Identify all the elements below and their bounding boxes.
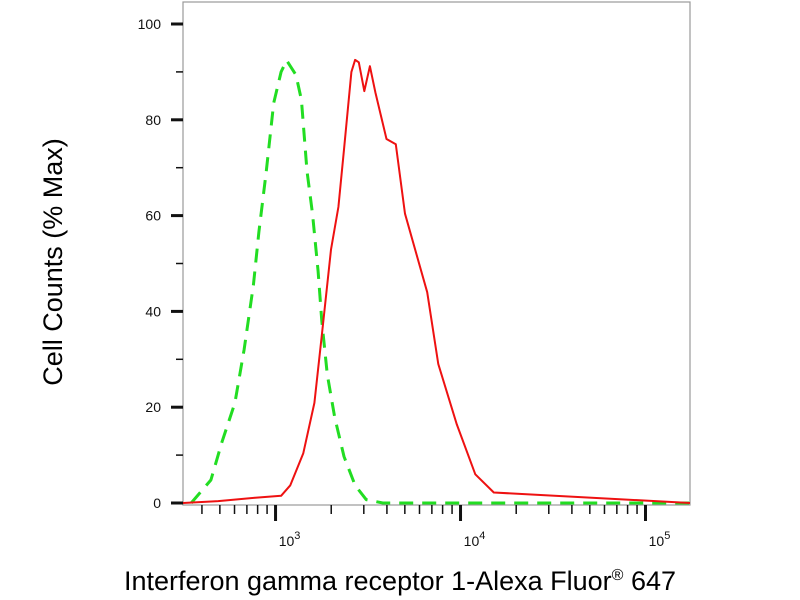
x-tick-base: 10 xyxy=(649,533,665,549)
x-axis-title-main: Interferon gamma receptor 1-Alexa Fluor xyxy=(124,566,612,596)
x-tick-exponent: 4 xyxy=(479,530,485,542)
y-axis-title: Cell Counts (% Max) xyxy=(38,138,68,386)
x-tick-label: 103 xyxy=(279,530,301,549)
x-axis-title-registered: ® xyxy=(612,567,624,584)
x-tick-exponent: 3 xyxy=(294,530,300,542)
series-group xyxy=(182,58,691,505)
sample-series-line xyxy=(182,58,691,504)
x-tick-base: 10 xyxy=(464,533,480,549)
y-tick-label: 40 xyxy=(145,303,161,319)
plot-frame xyxy=(182,1,691,506)
y-tick-label: 0 xyxy=(153,495,161,511)
x-axis-title-suffix: 647 xyxy=(623,566,676,596)
y-tick-label: 80 xyxy=(145,112,161,128)
control-series-line xyxy=(190,58,690,505)
x-tick-exponent: 5 xyxy=(664,530,670,542)
y-axis: 0 20 40 60 80 100 xyxy=(138,16,183,511)
x-tick-label: 104 xyxy=(464,530,486,549)
y-tick-label: 60 xyxy=(145,208,161,224)
x-axis: 103 104 105 xyxy=(201,505,671,549)
x-axis-title: Interferon gamma receptor 1-Alexa Fluor®… xyxy=(124,566,676,596)
y-tick-label: 20 xyxy=(145,399,161,415)
x-tick-label: 105 xyxy=(649,530,671,549)
x-tick-base: 10 xyxy=(279,533,295,549)
y-tick-label: 100 xyxy=(138,16,162,32)
